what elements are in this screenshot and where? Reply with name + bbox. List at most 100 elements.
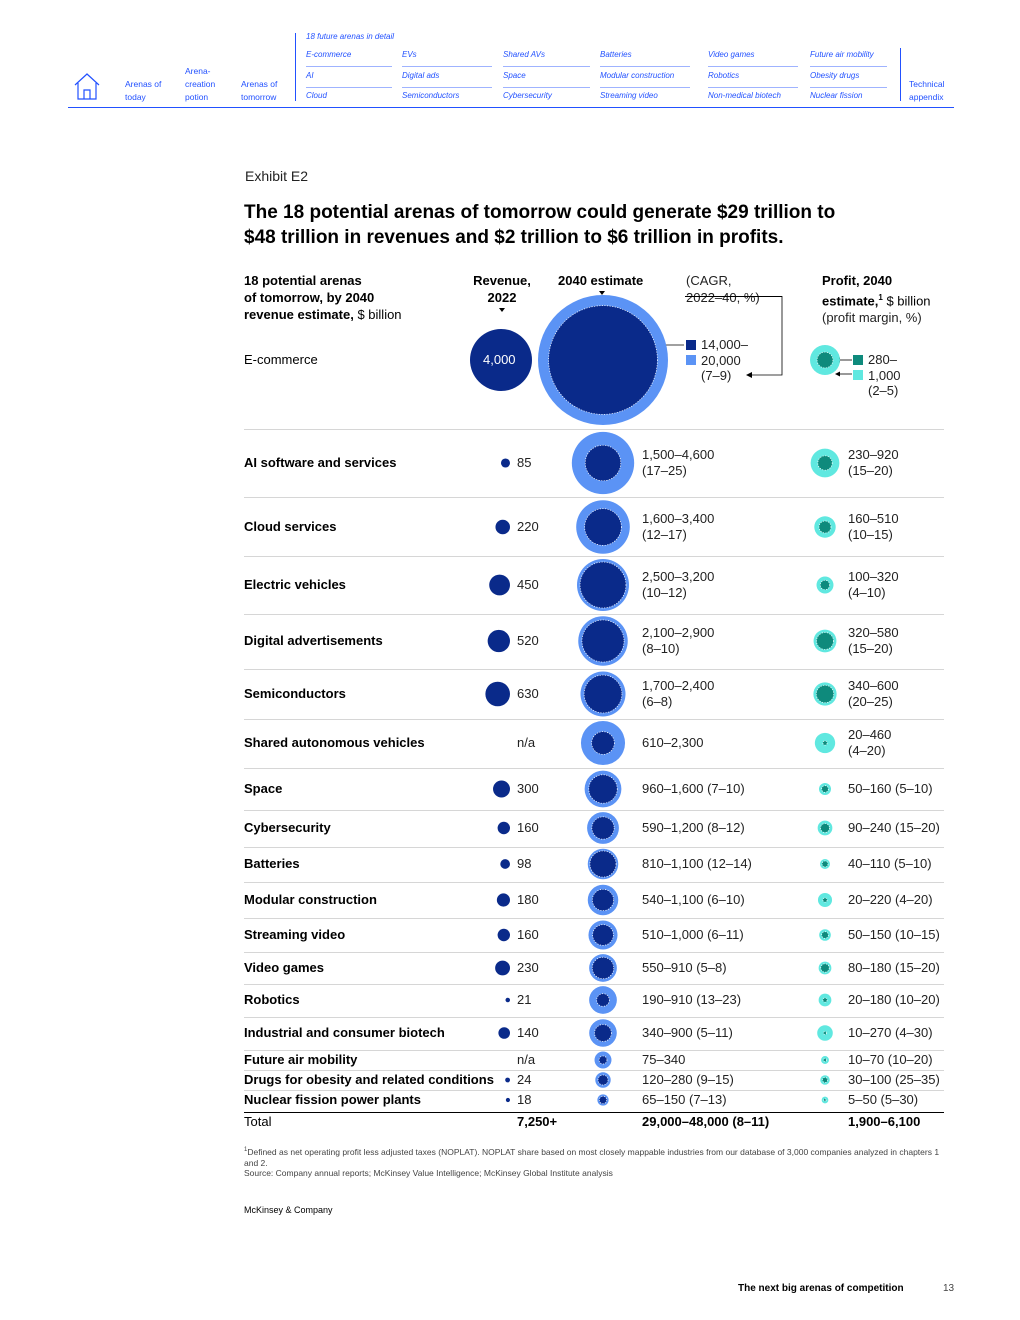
nav-arena-divider	[810, 87, 887, 88]
revenue-value: 98	[517, 856, 532, 871]
row-separator	[244, 768, 944, 769]
total-rule	[244, 1112, 944, 1113]
row-label: Drugs for obesity and related conditions	[244, 1072, 494, 1087]
profit-value: 160–510 (10–15)	[848, 511, 899, 543]
publisher: McKinsey & Company	[244, 1205, 333, 1215]
estimate-low-bubble	[594, 1024, 612, 1042]
revenue-bubble	[485, 681, 511, 707]
estimate-value: 2,500–3,200 (10–12)	[642, 569, 714, 601]
estimate-cagr: (17–25)	[642, 463, 687, 478]
profit-low-bubble	[817, 455, 833, 471]
profit-range: 50–150 (10–15)	[848, 927, 940, 942]
revenue-value: 450	[517, 577, 539, 592]
nav-arena-link[interactable]: Shared AVs	[503, 50, 545, 59]
nav-arena-divider	[306, 66, 392, 67]
estimate-range: 540–1,100 (6–10)	[642, 892, 745, 907]
row-label: Industrial and consumer biotech	[244, 1025, 445, 1040]
profit-line1: Profit, 2040	[822, 273, 893, 288]
profit-range: 20–180 (10–20)	[848, 992, 940, 1007]
revenue-bubble	[500, 458, 510, 468]
estimate-value: 610–2,300	[642, 735, 703, 751]
nav-arena-link[interactable]: Obesity drugs	[810, 71, 860, 80]
row-separator	[244, 719, 944, 720]
profit-line2: estimate,1 $ billion	[822, 289, 931, 309]
profit-value: 40–110 (5–10)	[848, 856, 932, 872]
profit-value: 20–180 (10–20)	[848, 992, 940, 1008]
estimate-range: 1,600–3,400	[642, 511, 715, 526]
nav-arena-link[interactable]: Non-medical biotech	[708, 91, 781, 100]
profit-margin: (4–20)	[848, 743, 886, 758]
nav-arena-link[interactable]: Modular construction	[600, 71, 675, 80]
revenue-value: 180	[517, 892, 539, 907]
row-label: Space	[244, 781, 283, 796]
revenue-value: 85	[517, 455, 532, 470]
profit-low-bubble	[822, 997, 828, 1003]
nav-arena-link[interactable]: Cloud	[306, 91, 327, 100]
revenue-value: 24	[517, 1072, 532, 1087]
estimate-low-bubble	[589, 850, 617, 878]
estimate-range: 550–910 (5–8)	[642, 960, 727, 975]
nav-technical-appendix[interactable]: Technical appendix	[909, 79, 945, 102]
col1-line2: of tomorrow, by 2040	[244, 290, 375, 305]
nav-arena-link[interactable]: Future air mobility	[810, 50, 874, 59]
profit-value: 20–460 (4–20)	[848, 727, 891, 759]
profit-line2-bold: estimate,	[822, 293, 879, 309]
legend-profit: 280– 1,000 (2–5)	[868, 352, 901, 399]
profit-value: 320–580 (15–20)	[848, 625, 899, 657]
total-label: Total	[244, 1114, 272, 1129]
estimate-range: 510–1,000 (6–11)	[642, 927, 744, 942]
footnote-source: Source: Company annual reports; McKinsey…	[244, 1168, 613, 1178]
row-label: Cloud services	[244, 519, 337, 534]
profit-value: 20–220 (4–20)	[848, 892, 933, 908]
col-header-profit: Profit, 2040 estimate,1 $ billion (profi…	[822, 272, 931, 326]
row-separator	[244, 918, 944, 919]
revenue-bubble	[505, 1077, 510, 1083]
nav-arena-link[interactable]: Digital ads	[402, 71, 440, 80]
nav-arena-link[interactable]: Streaming video	[600, 91, 658, 100]
exhibit-label: Exhibit E2	[245, 168, 309, 184]
revenue-bubble	[500, 859, 510, 869]
profit-low-bubble	[822, 740, 828, 746]
nav-arena-link[interactable]: Batteries	[600, 50, 632, 59]
nav-arena-link[interactable]: AI	[306, 71, 314, 80]
row-label: Shared autonomous vehicles	[244, 735, 425, 750]
revenue-bubble	[470, 329, 532, 391]
rev-line2: 2022	[487, 290, 517, 305]
nav-arena-link[interactable]: Nuclear fission	[810, 91, 863, 100]
nav-arena-link[interactable]: Video games	[708, 50, 755, 59]
home-icon[interactable]	[73, 72, 101, 100]
estimate-value: 75–340	[642, 1052, 685, 1068]
nav-arena-link[interactable]: Robotics	[708, 71, 740, 80]
nav-arenas-of-tomorrow[interactable]: Arenas of tomorrow	[241, 79, 278, 102]
profit-range: 80–180 (15–20)	[848, 960, 940, 975]
estimate-range: 2,500–3,200	[642, 569, 715, 584]
nav-arena-link[interactable]: E-commerce	[306, 50, 352, 59]
nav-arena-link[interactable]: Space	[503, 71, 526, 80]
nav-section-title: 18 future arenas in detail	[306, 32, 395, 41]
nav-arena-link[interactable]: EVs	[402, 50, 417, 59]
row-separator	[244, 1090, 944, 1091]
nav-arena-link[interactable]: Cybersecurity	[503, 91, 552, 100]
nav-arena-link[interactable]: Semiconductors	[402, 91, 460, 100]
profit-line2-rest: $ billion	[882, 293, 931, 309]
estimate-low-bubble	[548, 305, 658, 415]
profit-range: 90–240 (15–20)	[848, 820, 940, 835]
total-estimate: 29,000–48,000 (8–11)	[642, 1114, 770, 1129]
col-header-cagr: (CAGR, 2022–40, %)	[686, 272, 760, 306]
estimate-range: 610–2,300	[642, 735, 704, 750]
nav-arenas-of-today[interactable]: Arenas of today	[125, 79, 162, 102]
revenue-value: 220	[517, 519, 539, 534]
row-separator	[244, 556, 944, 557]
cagr-line2: 2022–40, %)	[686, 290, 760, 305]
nav-underline	[68, 107, 954, 108]
col-header-estimate: 2040 estimate	[558, 273, 644, 288]
nav-arena-creation[interactable]: Arena-creation potion	[185, 66, 216, 102]
row-label: Nuclear fission power plants	[244, 1092, 421, 1107]
revenue-value: 18	[517, 1092, 532, 1107]
estimate-value: 340–900 (5–11)	[642, 1025, 733, 1041]
profit-low-bubble	[818, 520, 832, 534]
profit-value: 100–320 (4–10)	[848, 569, 899, 601]
legend-swatch-teal-dark	[853, 355, 863, 365]
estimate-range: 1,700–2,400	[642, 678, 715, 693]
profit-range: 20–220 (4–20)	[848, 892, 933, 907]
